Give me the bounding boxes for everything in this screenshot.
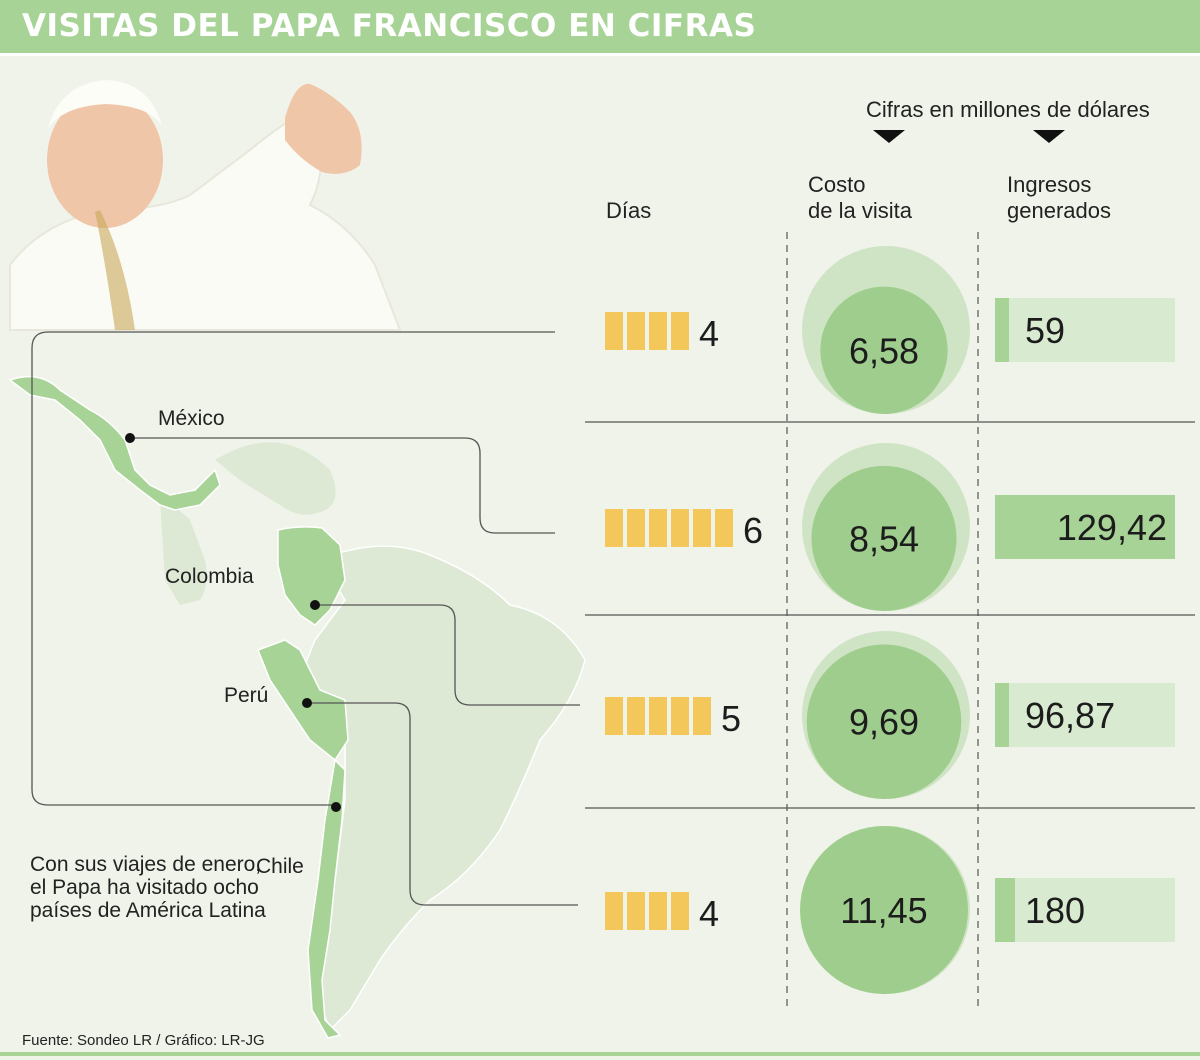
day-block: [715, 509, 733, 547]
income-bar-track: [995, 683, 1175, 747]
income-bar: [995, 683, 1009, 747]
cost-value: 8,54: [849, 518, 919, 559]
cost-value: 11,45: [840, 890, 927, 931]
cost-circle: [811, 465, 957, 611]
day-block: [605, 312, 623, 350]
cost-circle: [806, 644, 962, 799]
income-value: 96,87: [1025, 695, 1115, 736]
days-value: 6: [743, 510, 763, 551]
cost-value: 6,58: [849, 330, 919, 371]
day-block: [649, 312, 667, 350]
income-bar-track: [995, 298, 1175, 362]
dot-mexico: [125, 433, 135, 443]
label-chile: Chile: [256, 855, 304, 878]
dot-chile: [331, 802, 341, 812]
days-value: 5: [721, 698, 741, 739]
city-dots: [125, 433, 341, 812]
pope-illustration: [9, 80, 402, 331]
income-bar-track: [995, 878, 1175, 942]
page-title: VISITAS DEL PAPA FRANCISCO EN CIFRAS: [22, 8, 757, 44]
header-costo: Costo de la visita: [808, 172, 912, 223]
day-block: [627, 312, 645, 350]
label-peru: Perú: [224, 684, 269, 707]
day-block: [627, 697, 645, 735]
header-dias: Días: [606, 198, 652, 223]
day-block: [671, 697, 689, 735]
income-bar: [995, 495, 1175, 559]
income-value: 59: [1025, 310, 1065, 351]
unit-markers: [873, 130, 1065, 143]
units-note: Cifras en millones de dólares: [866, 97, 1150, 122]
label-mexico: México: [158, 407, 225, 430]
days-value: 4: [699, 893, 719, 934]
table-grid: [585, 232, 1195, 1010]
day-block: [605, 697, 623, 735]
day-block: [649, 892, 667, 930]
day-block: [671, 892, 689, 930]
day-block: [605, 892, 623, 930]
income-bar: [995, 298, 1009, 362]
source-credit: Fuente: Sondeo LR / Gráfico: LR-JG: [22, 1032, 265, 1049]
cost-circle: [800, 826, 968, 994]
triangle-costo-icon: [873, 130, 905, 143]
day-block: [693, 509, 711, 547]
income-value: 180: [1025, 890, 1085, 931]
latin-america-map: [8, 375, 586, 1039]
data-rows: 4 6,58 59 6 8,54 129,42 5 9,69 96,87 4 11,45 180: [605, 246, 1175, 994]
connector-mexico: [130, 437, 555, 534]
day-block: [671, 509, 689, 547]
title-banner: VISITAS DEL PAPA FRANCISCO EN CIFRAS: [0, 0, 1200, 56]
dot-peru: [302, 698, 312, 708]
connector-colombia: [315, 604, 580, 706]
cost-value: 9,69: [849, 702, 919, 743]
day-block: [693, 697, 711, 735]
note-text: Con sus viajes de enero, el Papa ha visi…: [30, 853, 266, 922]
label-colombia: Colombia: [165, 565, 254, 588]
day-block: [671, 312, 689, 350]
connector-lines: [31, 331, 580, 906]
day-block: [649, 509, 667, 547]
day-block: [605, 509, 623, 547]
day-block: [649, 697, 667, 735]
connector-peru: [307, 702, 578, 906]
income-bar: [995, 878, 1015, 942]
day-block: [627, 509, 645, 547]
bottom-rule: [0, 1052, 1200, 1056]
days-value: 4: [699, 313, 719, 354]
connector-chile: [31, 331, 555, 806]
triangle-ingresos-icon: [1033, 130, 1065, 143]
header-ingresos: Ingresos generados: [1007, 172, 1111, 223]
cost-circle: [820, 286, 948, 414]
dot-colombia: [310, 600, 320, 610]
day-block: [627, 892, 645, 930]
income-value: 129,42: [1057, 507, 1167, 548]
